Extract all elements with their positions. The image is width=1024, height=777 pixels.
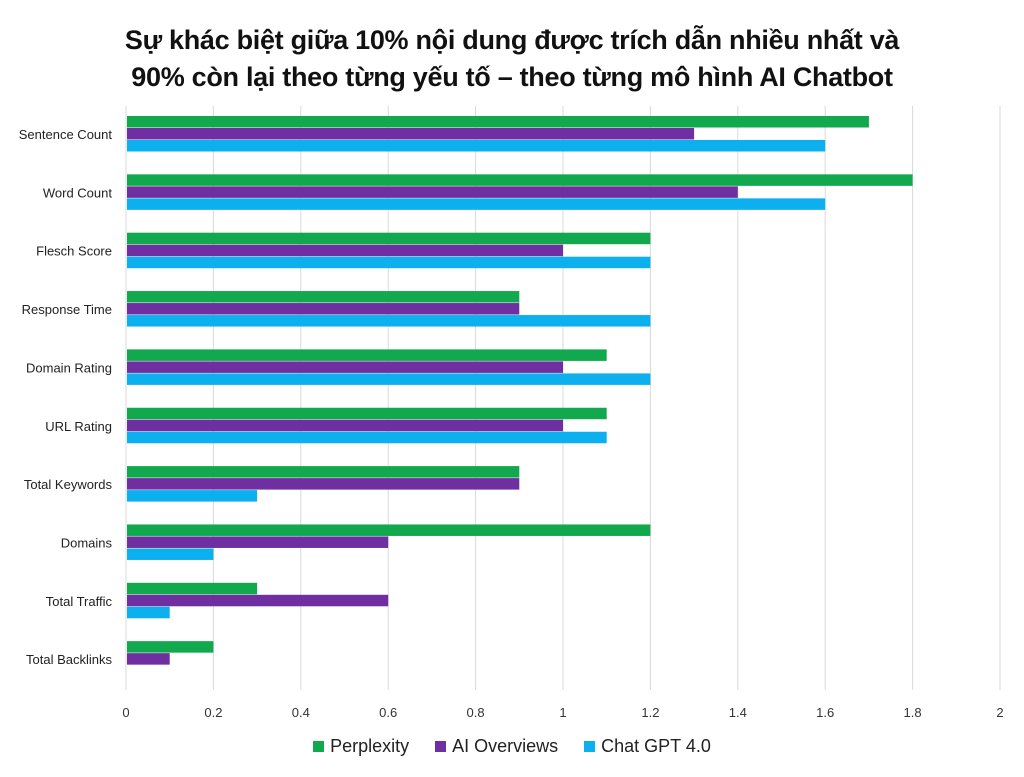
bar — [127, 548, 214, 560]
y-category-label: Total Keywords — [24, 477, 113, 492]
chart-legend: Perplexity AI Overviews Chat GPT 4.0 — [0, 736, 1024, 757]
bar — [127, 606, 170, 619]
legend-entry: Perplexity — [313, 736, 409, 757]
bar — [127, 582, 258, 595]
bar — [127, 373, 651, 385]
bar — [127, 116, 869, 128]
x-tick-label: 0.2 — [204, 705, 222, 720]
x-tick-label: 1.4 — [729, 705, 747, 720]
bar — [127, 419, 563, 432]
legend-label: Chat GPT 4.0 — [601, 736, 711, 756]
y-category-label: URL Rating — [45, 419, 112, 434]
y-category-label: Domain Rating — [26, 360, 112, 375]
bar — [127, 128, 695, 140]
bar — [127, 478, 520, 490]
bar — [127, 653, 170, 665]
bar — [127, 198, 826, 210]
legend-label: Perplexity — [330, 736, 410, 756]
x-tick-label: 0 — [122, 705, 129, 720]
y-category-label: Total Traffic — [46, 594, 113, 609]
bar — [127, 431, 607, 444]
legend-swatch — [584, 741, 596, 752]
bar — [127, 244, 563, 257]
legend-swatch — [435, 741, 447, 752]
bar — [127, 524, 651, 536]
bar — [127, 594, 389, 607]
y-category-label: Domains — [61, 535, 113, 550]
chart-title: Sự khác biệt giữa 10% nội dung được tríc… — [0, 22, 1024, 96]
bar — [127, 303, 520, 315]
bar — [127, 641, 214, 653]
bar — [127, 256, 651, 269]
x-tick-label: 1.2 — [641, 705, 659, 720]
chart-title-line-2: 90% còn lại theo từng yếu tố – theo từng… — [131, 62, 893, 92]
bar — [127, 407, 607, 420]
y-category-label: Word Count — [43, 185, 113, 200]
legend-label: AI Overviews — [452, 736, 559, 756]
x-tick-label: 1.8 — [904, 705, 922, 720]
bar — [127, 315, 651, 327]
bar — [127, 536, 389, 548]
bar — [127, 186, 738, 198]
bar — [127, 466, 520, 478]
x-tick-label: 2 — [996, 705, 1003, 720]
y-category-label: Sentence Count — [19, 127, 113, 142]
legend-entry: Chat GPT 4.0 — [584, 736, 711, 757]
bar — [127, 140, 826, 152]
bar — [127, 361, 563, 373]
chart-title-line-1: Sự khác biệt giữa 10% nội dung được tríc… — [124, 25, 900, 55]
bar — [127, 174, 913, 186]
bar — [127, 232, 651, 245]
y-category-label: Response Time — [22, 302, 112, 317]
bar — [127, 490, 258, 502]
legend-entry: AI Overviews — [435, 736, 558, 757]
x-tick-label: 0.8 — [467, 705, 485, 720]
y-category-label: Flesch Score — [36, 244, 112, 259]
y-category-label: Total Backlinks — [26, 652, 112, 667]
x-tick-label: 0.6 — [379, 705, 397, 720]
x-tick-label: 0.4 — [292, 705, 310, 720]
x-tick-label: 1 — [559, 705, 566, 720]
x-tick-label: 1.6 — [816, 705, 834, 720]
legend-swatch — [313, 741, 325, 752]
bar — [127, 349, 607, 361]
bar — [127, 291, 520, 303]
